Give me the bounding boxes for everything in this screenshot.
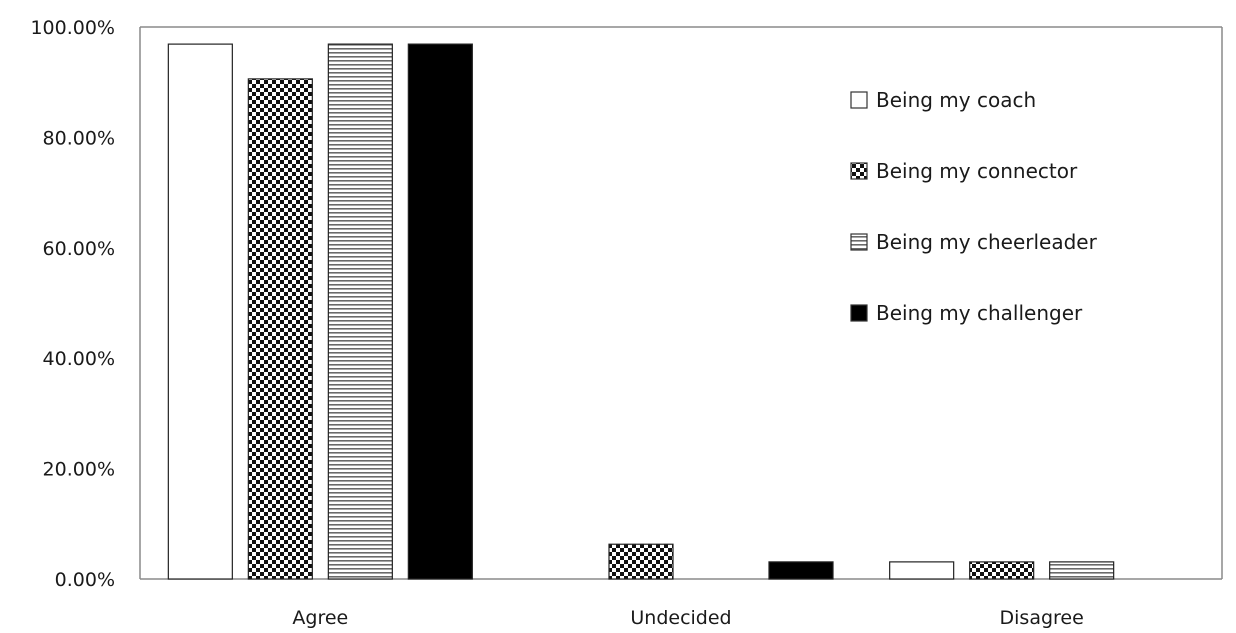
legend-item-challenger: Being my challenger (850, 301, 1083, 325)
bar-agree-being-my-cheerleader (327, 43, 393, 580)
legend-item-coach: Being my coach (850, 88, 1036, 112)
legend-label-cheerleader: Being my cheerleader (876, 230, 1098, 254)
bar-agree-being-my-challenger (407, 43, 473, 580)
y-tick-label: 60.00% (43, 238, 115, 260)
bar-disagree-being-my-coach (889, 561, 955, 580)
legend-label-connector: Being my connector (876, 159, 1078, 183)
plot-area (139, 26, 1223, 580)
y-tick-label: 80.00% (43, 127, 115, 149)
legend-item-cheerleader: Being my cheerleader (850, 230, 1098, 254)
legend-label-challenger: Being my challenger (876, 301, 1083, 325)
legend-swatch-challenger (850, 304, 868, 322)
y-axis-ticks: 0.00% 20.00% 40.00% 60.00% 80.00% 100.00% (30, 17, 115, 591)
y-tick-label: 20.00% (43, 459, 115, 481)
y-tick-label: 40.00% (43, 348, 115, 370)
x-axis-ticks: Agree Undecided Disagree (292, 607, 1083, 629)
legend-label-coach: Being my coach (876, 88, 1036, 112)
legend: Being my coach Being my connector Being … (850, 88, 1098, 325)
bar-undecided-being-my-challenger (768, 561, 834, 580)
bars (167, 43, 1115, 580)
y-tick-label: 100.00% (30, 17, 115, 39)
x-tick-label-undecided: Undecided (630, 607, 731, 629)
y-tick-label: 0.00% (55, 569, 115, 591)
bar-agree-being-my-connector (247, 78, 313, 580)
legend-swatch-coach (850, 91, 868, 109)
bar-disagree-being-my-connector (969, 561, 1035, 580)
x-tick-label-disagree: Disagree (1000, 607, 1084, 629)
legend-swatch-connector (850, 162, 868, 180)
x-tick-label-agree: Agree (292, 607, 348, 629)
legend-item-connector: Being my connector (850, 159, 1078, 183)
legend-swatch-cheerleader (850, 233, 868, 251)
bar-undecided-being-my-connector (608, 543, 674, 580)
bar-agree-being-my-coach (167, 43, 233, 580)
bar-disagree-being-my-cheerleader (1049, 561, 1115, 580)
